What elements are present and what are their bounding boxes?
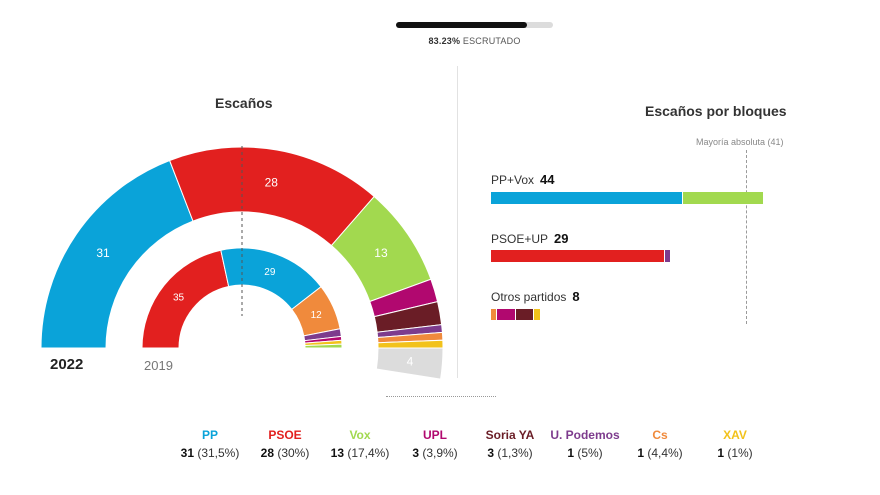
majority-line — [746, 150, 747, 324]
legend-item-3: UPL 3 (3,9%) — [395, 428, 475, 460]
seat-label-2022-1: 28 — [265, 175, 279, 189]
block-bar-1-1 — [664, 250, 670, 262]
block-label-1: PSOE+UP 29 — [491, 231, 569, 246]
seat-label-2022-2: 13 — [374, 246, 388, 260]
legend-item-5: U. Podemos 1 (5%) — [545, 428, 625, 460]
legend-item-4: Soria YA 3 (1,3%) — [470, 428, 550, 460]
block-total: 8 — [572, 289, 580, 304]
block-label-2: Otros partidos 8 — [491, 289, 580, 304]
legend-party-name: Cs — [652, 428, 668, 442]
legend-party-value: 13 (17,4%) — [330, 446, 390, 460]
seat-slice-2022-9 — [375, 347, 444, 380]
legend-party-value: 1 (5%) — [567, 446, 603, 460]
seat-label-2019-2: 12 — [311, 310, 323, 321]
block-name: PSOE+UP — [491, 232, 549, 246]
legend-item-0: PP 31 (31,5%) — [170, 428, 250, 460]
seat-label-2022-0: 31 — [96, 246, 110, 260]
legend-party-value: 1 (4,4%) — [637, 446, 683, 460]
legend-party-name: UPL — [423, 428, 447, 442]
block-total: 44 — [540, 172, 555, 187]
seats-title: Escaños — [215, 95, 273, 111]
majority-label: Mayoría absoluta (41) — [696, 137, 784, 147]
block-bar-1-0 — [491, 250, 664, 262]
scrutiny-text: ESCRUTADO — [462, 36, 521, 46]
legend-party-name: PSOE — [268, 428, 302, 442]
block-bar-2-2 — [515, 309, 534, 320]
legend-party-value: 1 (1%) — [717, 446, 753, 460]
section-divider — [457, 66, 458, 378]
legend-item-7: XAV 1 (1%) — [695, 428, 775, 460]
hemicycle-chart: 31 28 13 4 35 29 12 — [40, 146, 444, 380]
legend-party-name: Soria YA — [485, 428, 535, 442]
scrutiny-progress-bar — [396, 22, 553, 28]
legend-item-1: PSOE 28 (30%) — [245, 428, 325, 460]
year-label-2022: 2022 — [50, 356, 84, 373]
legend-party-value: 28 (30%) — [260, 446, 310, 460]
legend-party-value: 31 (31,5%) — [180, 446, 240, 460]
seat-label-2022-9: 4 — [407, 354, 414, 368]
scrutiny-percent: 83.23% — [428, 36, 461, 46]
legend-item-2: Vox 13 (17,4%) — [320, 428, 400, 460]
block-total: 29 — [554, 231, 569, 246]
block-name: Otros partidos — [491, 290, 567, 304]
seat-label-2019-0: 35 — [173, 292, 185, 303]
block-label-0: PP+Vox 44 — [491, 172, 555, 187]
seat-slice-2019-6 — [304, 343, 343, 349]
block-bar-2-1 — [497, 309, 515, 320]
legend-party-value: 3 (1,3%) — [487, 446, 533, 460]
scrutiny-progress-label: 83.23% ESCRUTADO — [396, 36, 553, 46]
year-label-2019: 2019 — [144, 358, 173, 373]
seat-label-2019-1: 29 — [264, 267, 276, 278]
legend-party-name: U. Podemos — [550, 428, 620, 442]
legend-party-value: 3 (3,9%) — [412, 446, 458, 460]
block-bar-2-3 — [534, 309, 540, 320]
dotted-separator — [386, 396, 496, 397]
legend-party-name: XAV — [723, 428, 747, 442]
block-name: PP+Vox — [491, 173, 535, 187]
block-bar-0-0 — [491, 192, 683, 204]
legend-party-name: Vox — [349, 428, 371, 442]
block-bar-2-0 — [491, 309, 497, 320]
blocks-title: Escaños por bloques — [645, 103, 787, 119]
block-bar-0-1 — [683, 192, 763, 204]
scrutiny-progress-fill — [396, 22, 527, 28]
legend-item-6: Cs 1 (4,4%) — [620, 428, 700, 460]
legend-party-name: PP — [201, 428, 218, 442]
